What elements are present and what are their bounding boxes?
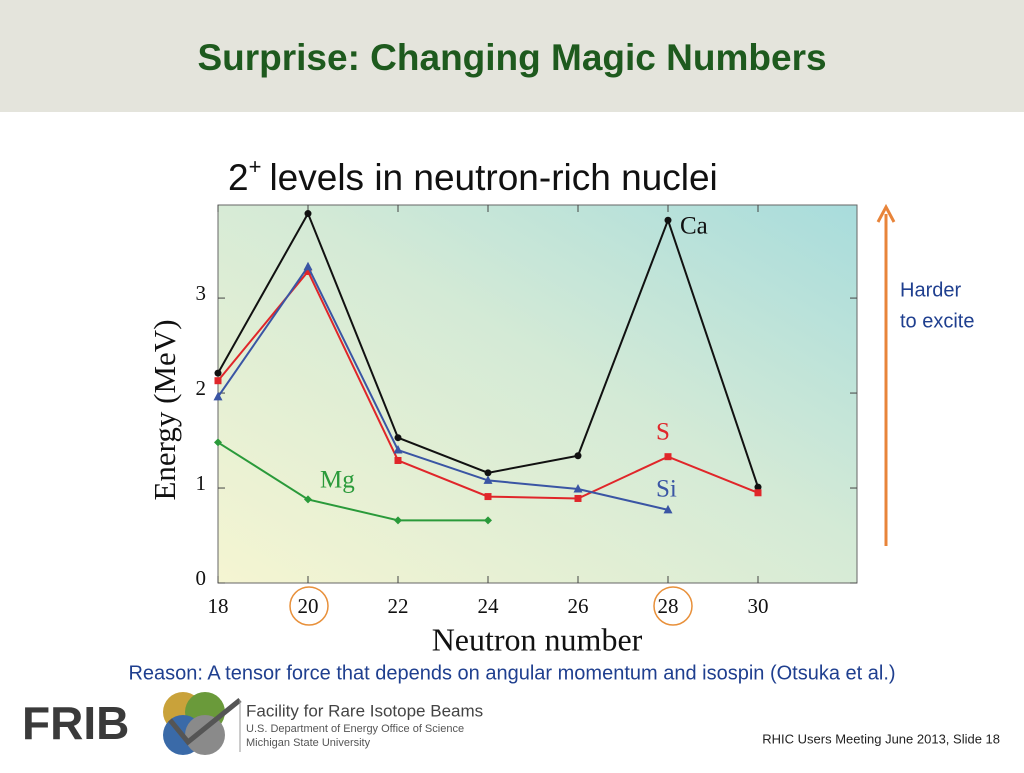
marker [213,391,223,401]
slide-title: Surprise: Changing Magic Numbers [197,37,826,78]
marker [303,261,313,271]
marker [664,453,672,461]
arrow-head [876,203,896,223]
marker [484,516,492,525]
series-label: Mg [320,467,355,494]
series-line [217,264,669,511]
marker [483,475,493,484]
marker [663,504,673,514]
logo-icon [163,692,242,755]
plot-area [217,204,858,584]
footer: RHIC Users Meeting June 2013, Slide 18 [762,731,1000,746]
x-tick-label: 20 [298,594,319,618]
y-tick-label: 2 [196,376,207,400]
marker [394,434,402,442]
marker [574,452,582,460]
org-sub: U.S. Department of Energy Office of Scie… [246,723,464,735]
y-tick-label: 1 [196,471,207,495]
series-line [217,441,488,522]
marker [484,469,492,477]
marker [214,369,222,377]
marker [304,267,312,275]
marker [304,210,312,218]
title-mass: 2 [228,157,249,198]
marker [394,456,402,464]
marker [214,438,222,447]
x-axis-label: Neutron number [432,621,643,657]
chart: 0 1 2 3 18 20 22 24 26 28 30 Ca S Si Mg [196,205,857,618]
marker [574,494,582,502]
org-sub: Michigan State University [246,737,371,749]
marker [214,377,222,385]
marker [573,483,583,493]
marker [484,493,492,501]
y-axis-label: Energy (MeV) [147,319,182,500]
x-tick-label: 30 [748,594,769,618]
y-tick-label: 0 [196,566,207,590]
title-sup: + [249,154,262,179]
marker [393,445,403,454]
series-label: S [656,419,670,446]
y-tick-label: 3 [196,281,207,305]
series-label: Ca [680,213,708,240]
x-tick-label: 22 [388,594,409,618]
reason: Reason: A tensor force that depends on a… [128,662,895,684]
title-text: levels in neutron-rich nuclei [269,157,717,198]
marker [664,216,672,224]
note: to excite [900,310,974,332]
marker [754,483,762,491]
header-band [0,0,1024,112]
logo-text: FRIB [22,697,129,749]
chart-title: 2+ levels in neutron-rich nuclei [228,154,718,198]
x-tick-label: 28 [658,594,679,618]
note: Harder [900,279,961,301]
highlight-circle [289,586,329,626]
marker [394,516,402,525]
x-tick-label: 26 [568,594,589,618]
x-tick-label: 24 [478,594,500,618]
marker [304,495,312,504]
x-tick-label: 18 [208,594,229,618]
org-name: Facility for Rare Isotope Beams [246,701,483,720]
highlight-circle [653,586,693,626]
series-label: Si [656,476,677,503]
marker [754,489,762,497]
